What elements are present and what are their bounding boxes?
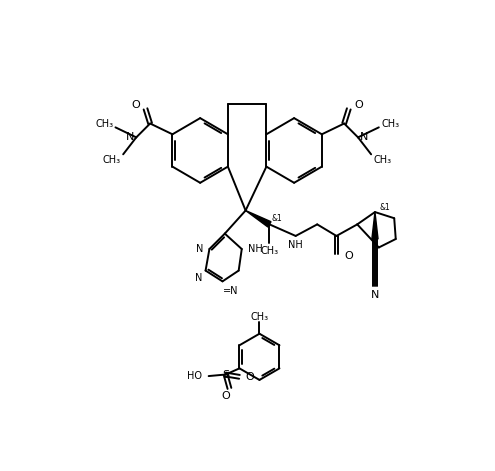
Text: O: O — [344, 251, 353, 261]
Text: N: N — [195, 273, 202, 283]
Text: N: N — [196, 244, 203, 254]
Text: O: O — [246, 372, 254, 382]
Polygon shape — [372, 212, 378, 239]
Text: NH: NH — [288, 240, 303, 250]
Text: N: N — [360, 132, 369, 142]
Text: CH₃: CH₃ — [260, 245, 279, 256]
Text: O: O — [221, 391, 230, 401]
Text: N: N — [126, 132, 134, 142]
Text: &1: &1 — [380, 203, 391, 212]
Text: =N: =N — [223, 285, 238, 296]
Text: S: S — [222, 370, 229, 380]
Text: HO: HO — [188, 371, 202, 381]
Text: CH₃: CH₃ — [373, 155, 392, 165]
Text: CH₃: CH₃ — [103, 155, 121, 165]
Text: O: O — [354, 100, 363, 110]
Text: CH₃: CH₃ — [95, 119, 113, 129]
Polygon shape — [246, 211, 271, 227]
Text: &1: &1 — [272, 214, 283, 223]
Text: NH: NH — [248, 244, 263, 254]
Text: CH₃: CH₃ — [250, 312, 268, 322]
Text: N: N — [371, 290, 379, 300]
Text: O: O — [131, 100, 140, 110]
Text: CH₃: CH₃ — [381, 119, 399, 129]
